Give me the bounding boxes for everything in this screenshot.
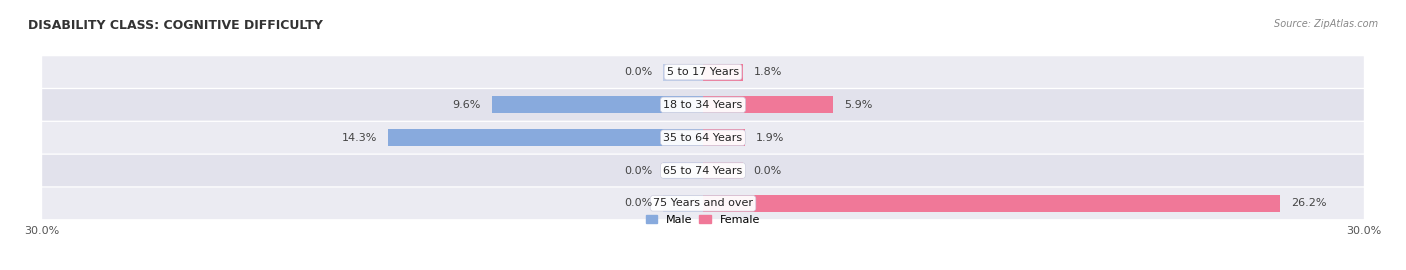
- Text: Source: ZipAtlas.com: Source: ZipAtlas.com: [1274, 19, 1378, 29]
- Bar: [703, 63, 742, 80]
- Text: 35 to 64 Years: 35 to 64 Years: [664, 133, 742, 143]
- Text: 26.2%: 26.2%: [1291, 198, 1327, 208]
- Bar: [703, 129, 745, 146]
- Bar: [664, 63, 703, 80]
- Text: 9.6%: 9.6%: [453, 100, 481, 110]
- Bar: [492, 96, 703, 113]
- Bar: [388, 129, 703, 146]
- FancyBboxPatch shape: [42, 188, 1364, 219]
- FancyBboxPatch shape: [42, 122, 1364, 153]
- Text: DISABILITY CLASS: COGNITIVE DIFFICULTY: DISABILITY CLASS: COGNITIVE DIFFICULTY: [28, 19, 323, 32]
- Text: 14.3%: 14.3%: [342, 133, 377, 143]
- Bar: [703, 195, 1279, 212]
- Text: 1.8%: 1.8%: [754, 67, 782, 77]
- Text: 1.9%: 1.9%: [756, 133, 785, 143]
- Text: 5.9%: 5.9%: [844, 100, 872, 110]
- FancyBboxPatch shape: [42, 89, 1364, 121]
- Bar: [703, 162, 742, 179]
- Text: 0.0%: 0.0%: [754, 166, 782, 176]
- FancyBboxPatch shape: [42, 56, 1364, 88]
- Bar: [664, 195, 703, 212]
- Text: 0.0%: 0.0%: [624, 67, 652, 77]
- Text: 5 to 17 Years: 5 to 17 Years: [666, 67, 740, 77]
- Text: 65 to 74 Years: 65 to 74 Years: [664, 166, 742, 176]
- Text: 0.0%: 0.0%: [624, 166, 652, 176]
- Text: 18 to 34 Years: 18 to 34 Years: [664, 100, 742, 110]
- FancyBboxPatch shape: [42, 155, 1364, 186]
- Bar: [703, 96, 832, 113]
- Text: 0.0%: 0.0%: [624, 198, 652, 208]
- Legend: Male, Female: Male, Female: [641, 210, 765, 229]
- Text: 75 Years and over: 75 Years and over: [652, 198, 754, 208]
- Bar: [664, 162, 703, 179]
